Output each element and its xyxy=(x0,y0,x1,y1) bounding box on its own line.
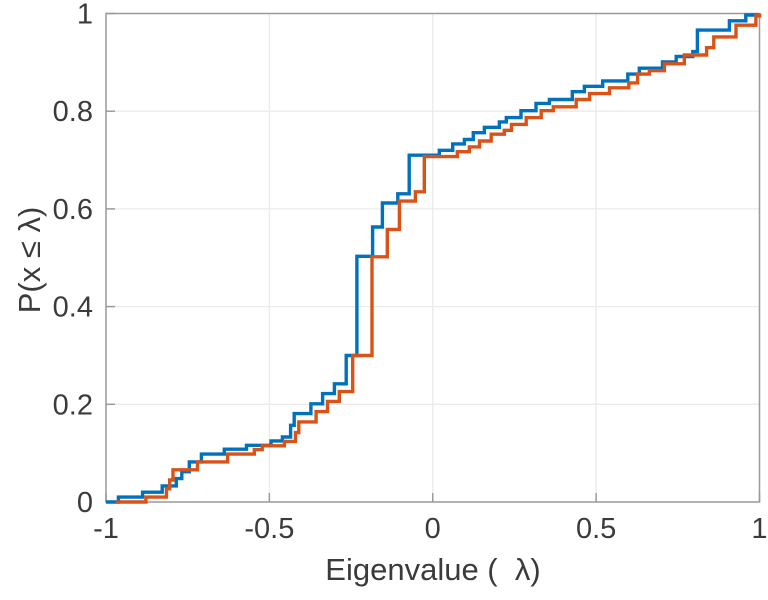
x-tick-label: -0.5 xyxy=(244,513,294,545)
y-tick-label: 1 xyxy=(77,0,93,31)
x-axis-label: Eigenvalue ( λ) xyxy=(325,552,541,587)
y-tick-label: 0.8 xyxy=(53,96,93,128)
y-tick-label: 0.2 xyxy=(53,389,93,421)
x-tick-label: -1 xyxy=(93,513,119,545)
ecdf-series-orange xyxy=(115,13,762,504)
y-axis-label: P(x ≤ λ) xyxy=(12,206,47,314)
ecdf-series-blue xyxy=(106,13,762,504)
x-tick-label: 0 xyxy=(425,513,441,545)
y-tick-label: 0.6 xyxy=(53,194,93,226)
x-tick-label: 1 xyxy=(751,513,767,545)
y-tick-label: 0 xyxy=(77,487,93,519)
x-tick-label: 0.5 xyxy=(576,513,616,545)
y-tick-label: 0.4 xyxy=(53,292,93,324)
